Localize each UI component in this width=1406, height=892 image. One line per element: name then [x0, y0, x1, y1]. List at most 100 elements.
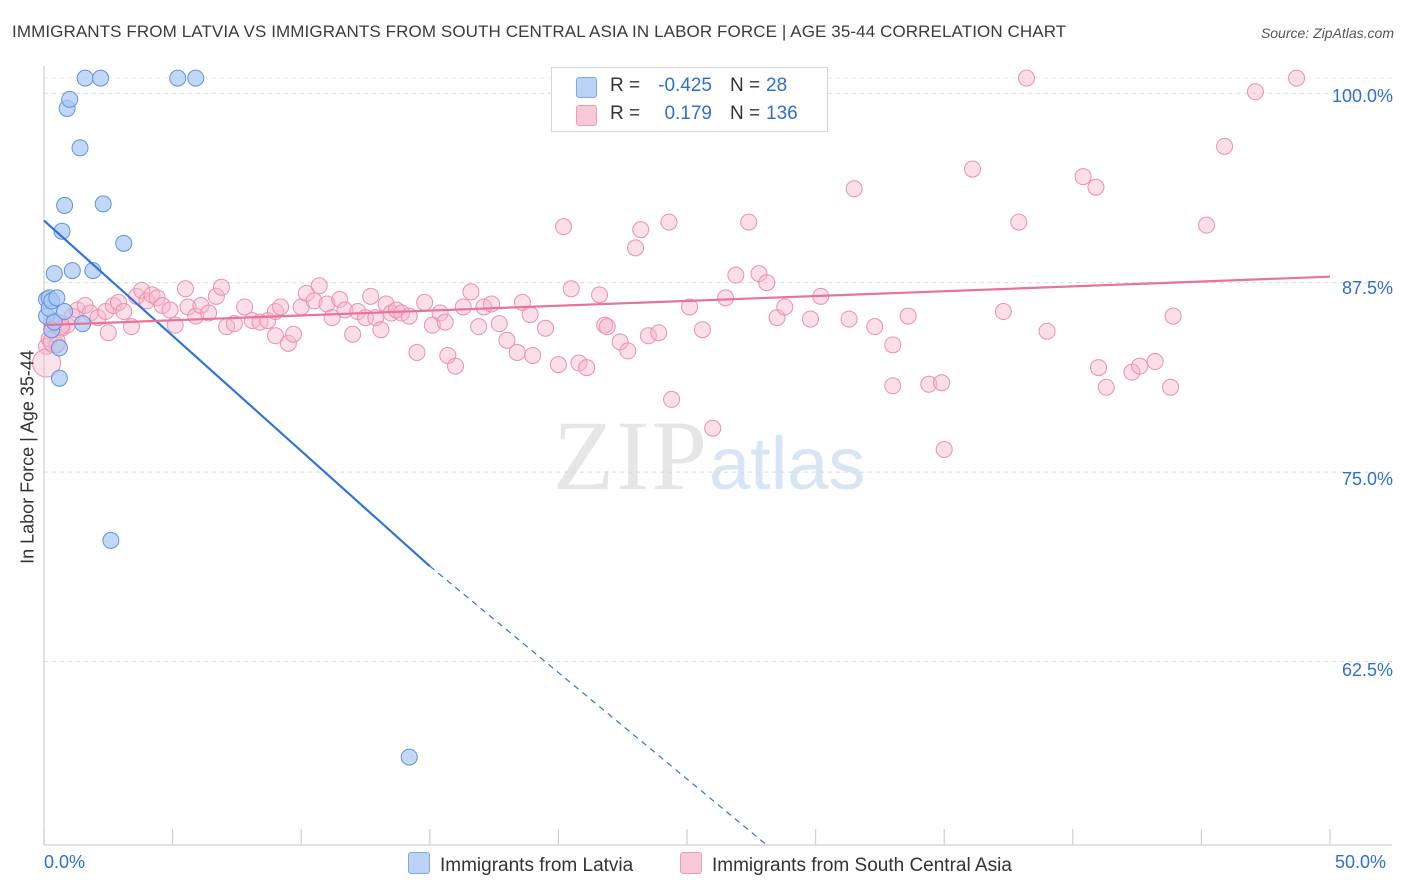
south-central-asia-point	[727, 266, 745, 284]
y-tick-label: 100.0%	[1331, 86, 1393, 106]
south-central-asia-point	[663, 390, 681, 408]
y-axis-label: In Labor Force | Age 35-44	[17, 350, 38, 564]
latvia-point	[56, 303, 74, 321]
south-central-asia-point	[508, 343, 526, 361]
south-central-asia-point	[591, 286, 609, 304]
south-central-asia-point	[740, 213, 758, 231]
south-central-asia-point	[447, 357, 465, 375]
south-central-asia-point	[1216, 137, 1234, 155]
south-central-asia-point	[866, 318, 884, 336]
latvia-point	[63, 262, 81, 280]
south-central-asia-point	[115, 303, 133, 321]
south-central-asia-point	[1146, 353, 1164, 371]
south-central-asia-point	[344, 325, 362, 343]
south-central-asia-point	[200, 304, 218, 322]
south-central-asia-point	[212, 278, 230, 296]
latvia-point	[115, 234, 133, 252]
south-central-asia-point	[549, 356, 567, 374]
south-central-asia-point	[1097, 378, 1115, 396]
y-tick-label: 87.5%	[1341, 278, 1393, 298]
south-central-asia-point	[758, 274, 776, 292]
south-central-asia-point	[562, 280, 580, 298]
south-central-asia-point	[423, 316, 441, 334]
south-central-asia-point	[596, 316, 614, 334]
legend-n-label: N =	[730, 103, 761, 124]
legend-r-label: R =	[610, 75, 641, 96]
latvia-point	[45, 265, 63, 283]
south-central-asia-point	[933, 374, 951, 392]
bottom-legend-swatch-pink	[680, 852, 702, 874]
south-central-asia-point	[1010, 213, 1028, 231]
south-central-asia-point	[408, 343, 426, 361]
watermark-atlas: atlas	[709, 422, 866, 505]
south-central-asia-point	[627, 239, 645, 257]
latvia-point	[50, 369, 68, 387]
latvia-trend-line	[43, 219, 431, 567]
south-central-asia-point	[454, 298, 472, 316]
south-central-asia-point	[776, 298, 794, 316]
south-central-asia-point	[498, 331, 516, 349]
south-central-asia-point	[650, 324, 668, 342]
x-tick-label: 0.0%	[44, 852, 86, 872]
south-central-asia-point	[143, 286, 161, 304]
south-central-asia-point	[1090, 359, 1108, 377]
south-central-asia-point	[310, 277, 328, 295]
latvia-point	[71, 139, 89, 157]
south-central-asia-point	[521, 306, 539, 324]
latvia-point	[76, 69, 94, 87]
legend-swatch-pink	[576, 105, 597, 126]
latvia-point	[102, 531, 120, 549]
south-central-asia-point	[801, 310, 819, 328]
south-central-asia-point	[305, 292, 323, 310]
south-central-asia-point	[110, 293, 128, 311]
latvia-point	[56, 196, 74, 214]
south-central-asia-point	[284, 325, 302, 343]
south-central-asia-point	[598, 318, 616, 336]
south-central-asia-point	[1087, 178, 1105, 196]
south-central-asia-point	[1131, 357, 1149, 375]
south-central-asia-point	[693, 321, 711, 339]
y-tick-label: 62.5%	[1341, 660, 1393, 680]
trend-lines	[43, 219, 1331, 846]
latvia-point	[45, 313, 63, 331]
latvia-point	[400, 748, 418, 766]
bottom-legend-label: Immigrants from South Central Asia	[712, 855, 1012, 876]
legend-r-label: R =	[610, 103, 641, 124]
axes	[43, 66, 1392, 846]
latvia-trend-extension	[429, 565, 768, 846]
legend-r-value: -0.425	[658, 75, 712, 96]
south-central-asia-point	[279, 334, 297, 352]
south-central-asia-point	[717, 289, 735, 307]
legend-r-value: 0.179	[664, 103, 712, 124]
south-central-asia-point	[266, 327, 284, 345]
south-central-asia-point	[1038, 322, 1056, 340]
south-central-asia-point	[660, 213, 678, 231]
south-central-asia-point	[161, 301, 179, 319]
gridlines	[44, 77, 1392, 663]
south-central-asia-point	[1074, 168, 1092, 186]
south-central-asia-point	[537, 319, 555, 337]
south-central-asia-point	[1164, 307, 1182, 325]
latvia-point	[187, 69, 205, 87]
south-central-asia-point	[272, 298, 290, 316]
series-latvia	[38, 69, 418, 766]
watermark: ZIPatlas	[553, 398, 865, 513]
south-central-asia-point	[104, 296, 122, 314]
south-central-asia-point	[133, 281, 151, 299]
south-central-asia-point	[236, 298, 254, 316]
bottom-legend-swatch-blue	[408, 852, 430, 874]
south-central-asia-point	[1246, 83, 1264, 101]
series-south-central-asia	[32, 69, 1306, 458]
south-central-asia-point	[1018, 69, 1036, 87]
south-central-asia-point	[920, 375, 938, 393]
legend-n-value: 136	[766, 103, 798, 124]
south-central-asia-point	[681, 298, 699, 316]
south-central-asia-point	[963, 160, 981, 178]
bottom-legend-latvia: Immigrants from Latvia	[408, 852, 633, 877]
south-central-asia-point	[436, 313, 454, 331]
south-central-asia-point	[462, 283, 480, 301]
south-central-asia-point	[704, 419, 722, 437]
south-central-asia-point	[884, 377, 902, 395]
south-central-asia-point	[578, 359, 596, 377]
